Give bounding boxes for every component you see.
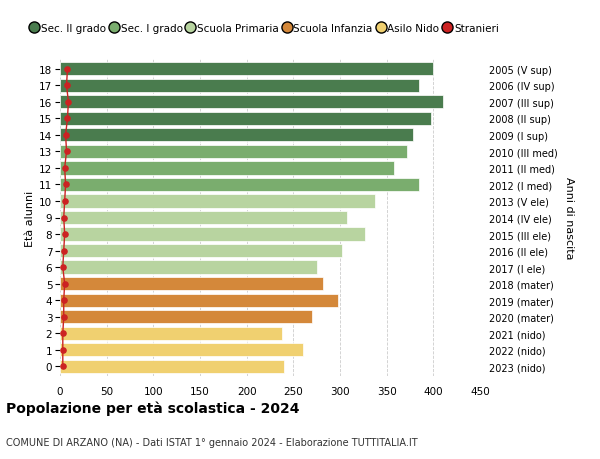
Point (60, 165, 70, 172)
Bar (60, 96, 443, 109)
Y-axis label: Età alunni: Età alunni (25, 190, 35, 246)
Y-axis label: Anni di nascita: Anni di nascita (565, 177, 574, 259)
Bar (60, 245, 342, 257)
Point (62, 83, 71, 90)
Bar (60, 212, 347, 224)
Point (62, 148, 71, 156)
Point (60, 280, 70, 288)
Point (59, 297, 68, 304)
Bar (60, 261, 317, 274)
Text: COMUNE DI ARZANO (NA) - Dati ISTAT 1° gennaio 2024 - Elaborazione TUTTITALIA.IT: COMUNE DI ARZANO (NA) - Dati ISTAT 1° ge… (6, 437, 418, 448)
Point (59, 313, 68, 321)
Point (62, 115, 72, 123)
Bar (60, 294, 338, 307)
Bar (60, 146, 407, 159)
Bar (60, 129, 413, 142)
Bar (60, 63, 433, 76)
Point (58, 363, 68, 370)
Bar (60, 228, 365, 241)
Point (59, 214, 68, 222)
Bar (60, 79, 419, 93)
Point (60, 231, 70, 238)
Point (64, 99, 73, 106)
Bar (60, 327, 282, 340)
Point (61, 132, 70, 139)
Bar (60, 112, 431, 126)
Bar (60, 162, 394, 175)
Bar (60, 179, 419, 192)
Point (60, 198, 70, 205)
Legend: Sec. II grado, Sec. I grado, Scuola Primaria, Scuola Infanzia, Asilo Nido, Stran: Sec. II grado, Sec. I grado, Scuola Prim… (32, 24, 499, 34)
Point (61, 181, 70, 189)
Bar (60, 360, 284, 373)
Point (59, 247, 68, 255)
Point (58, 346, 68, 353)
Bar (60, 310, 312, 324)
Bar (60, 195, 376, 208)
Bar (60, 277, 323, 291)
Point (58, 264, 68, 271)
Point (58, 330, 68, 337)
Point (62, 66, 72, 73)
Text: Popolazione per età scolastica - 2024: Popolazione per età scolastica - 2024 (6, 401, 299, 415)
Bar (60, 343, 302, 357)
